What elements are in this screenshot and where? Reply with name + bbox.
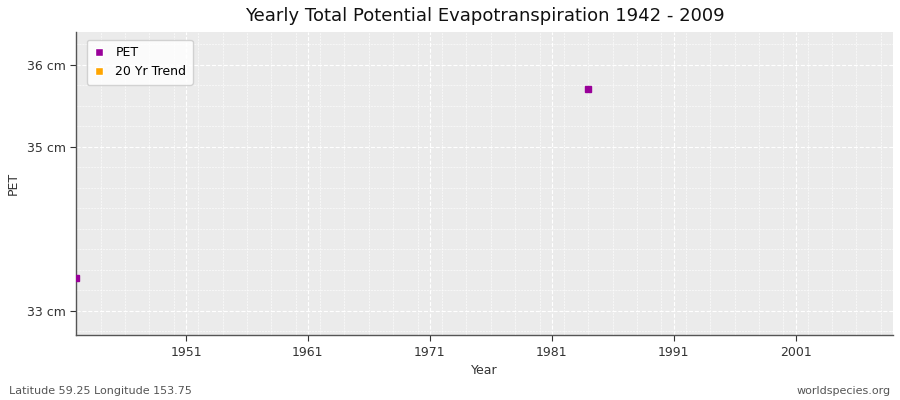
- Legend: PET, 20 Yr Trend: PET, 20 Yr Trend: [86, 40, 193, 84]
- Text: worldspecies.org: worldspecies.org: [796, 386, 891, 396]
- X-axis label: Year: Year: [472, 364, 498, 377]
- Y-axis label: PET: PET: [7, 172, 20, 195]
- Title: Yearly Total Potential Evapotranspiration 1942 - 2009: Yearly Total Potential Evapotranspiratio…: [245, 7, 724, 25]
- Text: Latitude 59.25 Longitude 153.75: Latitude 59.25 Longitude 153.75: [9, 386, 192, 396]
